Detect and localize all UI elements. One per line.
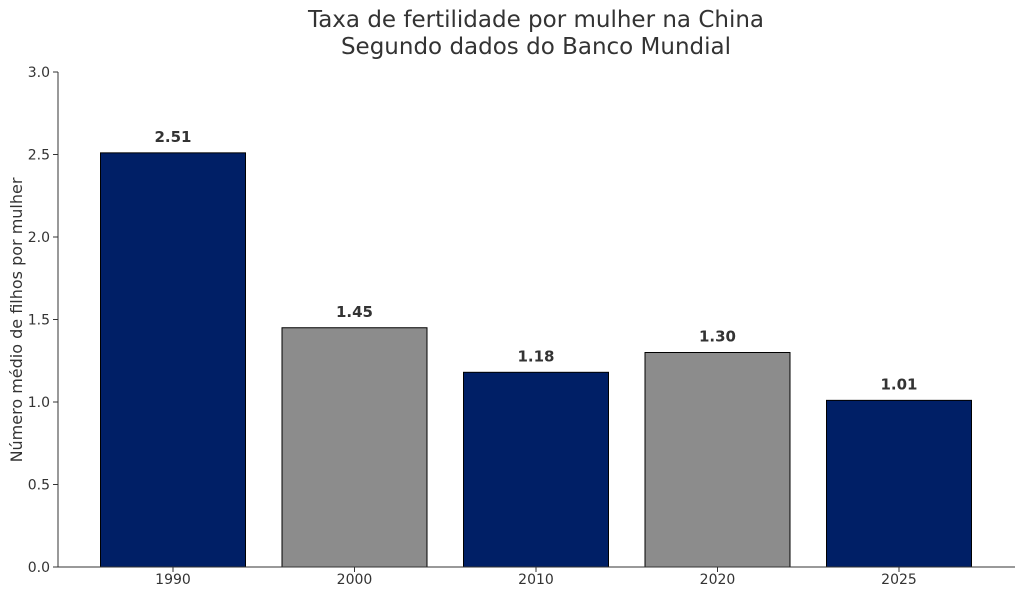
y-tick-label: 2.5 — [28, 148, 50, 164]
bar-2020 — [644, 352, 791, 568]
y-axis-ticks: 0.0 0.5 1.0 1.5 2.0 2.5 3.0 — [28, 65, 58, 576]
data-label-1990: 2.51 — [154, 128, 191, 146]
y-tick-label: 1.0 — [28, 395, 50, 411]
data-labels: 2.51 1.45 1.18 1.30 1.01 — [154, 128, 917, 394]
chart-subtitle: Segundo dados do Banco Mundial — [341, 34, 731, 60]
bar-2025 — [826, 399, 972, 568]
y-tick-label: 1.5 — [28, 313, 50, 329]
data-label-2020: 1.30 — [699, 328, 736, 346]
x-tick-label-2000: 2000 — [337, 572, 373, 588]
x-tick-label-2020: 2020 — [700, 572, 736, 588]
bar-2010 — [463, 371, 609, 568]
y-tick-label: 2.0 — [28, 230, 50, 246]
x-tick-label-1990: 1990 — [155, 572, 191, 588]
bars — [100, 152, 972, 568]
x-tick-label-2010: 2010 — [518, 572, 554, 588]
y-tick-label: 0.0 — [28, 560, 50, 576]
chart-title: Taxa de fertilidade por mulher na China — [307, 7, 764, 33]
y-axis-label: Número médio de filhos por mulher — [7, 177, 26, 462]
data-label-2025: 1.01 — [880, 375, 917, 393]
data-label-2010: 1.18 — [517, 347, 554, 365]
bar-2000 — [281, 327, 428, 568]
bar-1990 — [100, 152, 246, 568]
y-tick-label: 0.5 — [28, 478, 50, 494]
data-label-2000: 1.45 — [336, 303, 373, 321]
x-axis-ticks: 1990 2000 2010 2020 2025 — [155, 567, 917, 588]
x-tick-label-2025: 2025 — [881, 572, 917, 588]
y-tick-label: 3.0 — [28, 65, 50, 81]
